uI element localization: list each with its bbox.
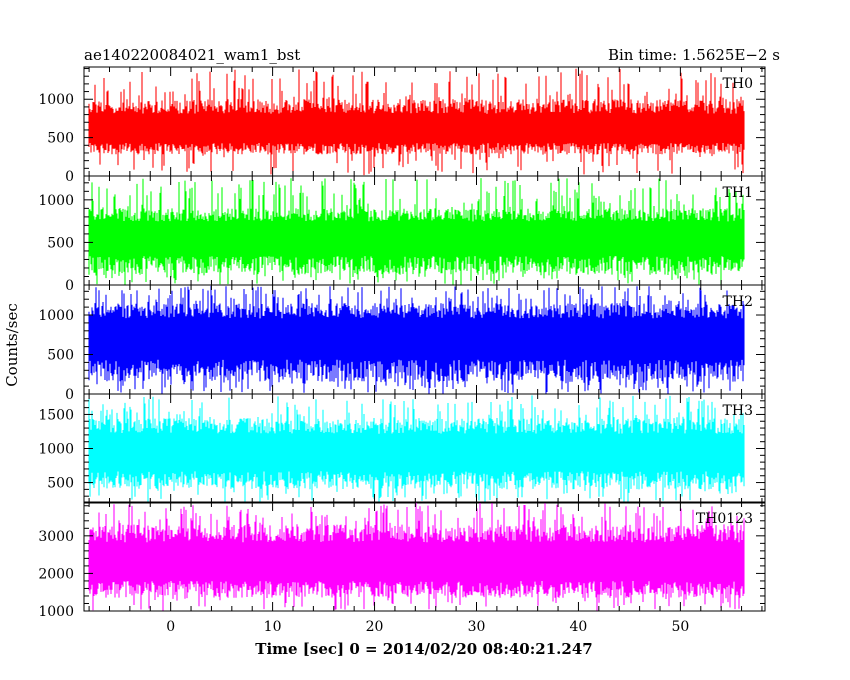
y-tick-label: 2000 xyxy=(38,566,74,582)
panel-label: TH0123 xyxy=(696,511,753,527)
panel-th0: 0 500 1000 TH0 xyxy=(38,66,766,185)
x-tick-label: 30 xyxy=(468,619,486,635)
y-tick-label: 0 xyxy=(65,169,74,185)
x-tick-label: 40 xyxy=(570,619,588,635)
panel-th2: 0 500 1000 TH2 xyxy=(38,284,766,403)
y-tick-label: 3000 xyxy=(38,529,74,545)
y-tick-label: 1000 xyxy=(38,308,74,324)
series-th0 xyxy=(88,68,745,176)
y-tick-label: 500 xyxy=(47,476,74,492)
y-axis-label: Counts/sec xyxy=(3,303,21,387)
x-tick-label: 10 xyxy=(264,619,282,635)
y-tick-label: 1500 xyxy=(38,407,74,423)
x-tick-label: 20 xyxy=(366,619,384,635)
y-tick-label: 500 xyxy=(47,131,74,147)
panel-th1: 0 500 1000 TH1 xyxy=(38,175,766,294)
panel-label: TH3 xyxy=(723,403,753,419)
panel-label: TH2 xyxy=(723,294,753,310)
y-tick-label: 1000 xyxy=(38,193,74,209)
x-tick-label: 50 xyxy=(671,619,689,635)
panel-th0123: 1000 2000 3000 TH0123 xyxy=(38,501,766,620)
panel-label: TH1 xyxy=(723,185,753,201)
panel-th3: 500 1000 1500 TH3 xyxy=(38,393,766,504)
y-tick-label: 1000 xyxy=(38,442,74,458)
x-axis-label: Time [sec] 0 = 2014/02/20 08:40:21.247 xyxy=(255,640,592,658)
y-tick-label: 500 xyxy=(47,348,74,364)
series-th3 xyxy=(88,395,745,503)
series-th1 xyxy=(88,178,745,285)
y-tick-label: 0 xyxy=(65,387,74,403)
y-tick-label: 0 xyxy=(65,278,74,294)
panel-label: TH0 xyxy=(723,76,753,92)
x-tick-label: 0 xyxy=(166,619,175,635)
panel-frame xyxy=(83,501,766,612)
chart-title: ae140220084021_wam1_bst xyxy=(84,46,300,64)
series-th2 xyxy=(88,285,745,394)
y-tick-label: 500 xyxy=(47,235,74,251)
y-tick-label: 1000 xyxy=(38,92,74,108)
series-th0123 xyxy=(88,502,745,611)
y-tick-label: 1000 xyxy=(38,604,74,620)
bin-time-label: Bin time: 1.5625E−2 s xyxy=(608,46,780,64)
